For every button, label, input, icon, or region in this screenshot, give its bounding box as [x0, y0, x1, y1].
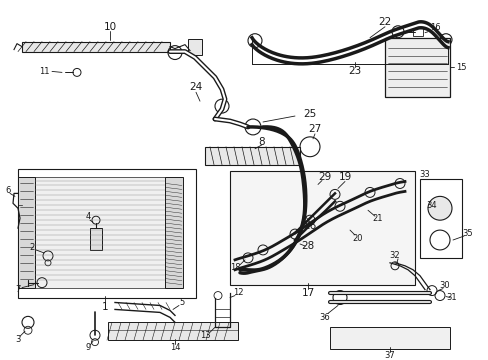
Text: 21: 21 — [372, 214, 383, 223]
Text: 3: 3 — [15, 335, 20, 344]
Bar — [22, 42, 170, 51]
Text: 33: 33 — [419, 170, 429, 179]
Text: 9: 9 — [85, 343, 90, 352]
Bar — [90, 228, 102, 250]
Text: 5: 5 — [179, 298, 184, 307]
Text: 27: 27 — [308, 124, 321, 134]
Bar — [384, 38, 449, 97]
Text: 11: 11 — [40, 67, 50, 76]
Text: 20: 20 — [352, 234, 363, 243]
Text: 35: 35 — [462, 229, 472, 238]
Text: 7: 7 — [15, 285, 20, 294]
Text: 13: 13 — [199, 331, 210, 340]
Text: 17: 17 — [301, 288, 314, 298]
Text: 12: 12 — [232, 288, 243, 297]
Text: 18: 18 — [229, 263, 240, 272]
Text: 8: 8 — [258, 137, 265, 147]
Text: 15: 15 — [455, 63, 466, 72]
Bar — [108, 322, 238, 340]
Text: 31: 31 — [446, 293, 456, 302]
Text: 25: 25 — [303, 109, 316, 119]
Text: 36: 36 — [319, 313, 330, 322]
Text: 37: 37 — [384, 351, 395, 360]
Text: 32: 32 — [389, 251, 400, 260]
Bar — [164, 176, 183, 288]
Text: 26: 26 — [303, 221, 316, 231]
Bar — [204, 147, 299, 165]
Text: 16: 16 — [429, 23, 440, 32]
Text: 14: 14 — [169, 343, 180, 352]
Circle shape — [427, 196, 451, 220]
Text: 29: 29 — [318, 171, 331, 181]
Text: 23: 23 — [347, 66, 361, 76]
Bar — [419, 179, 461, 258]
Text: 1: 1 — [102, 302, 108, 312]
Text: 30: 30 — [439, 281, 449, 290]
Text: 6: 6 — [5, 186, 11, 195]
Text: 28: 28 — [301, 241, 314, 251]
Text: 10: 10 — [103, 22, 116, 32]
Bar — [229, 171, 414, 285]
Bar — [187, 39, 202, 55]
Text: 19: 19 — [338, 171, 351, 181]
Text: 22: 22 — [378, 17, 391, 27]
Text: 24: 24 — [189, 82, 202, 92]
Text: 34: 34 — [426, 201, 436, 210]
Text: 4: 4 — [85, 212, 90, 221]
Bar — [412, 28, 422, 36]
Bar — [35, 176, 164, 288]
Bar — [329, 327, 449, 349]
Bar — [18, 168, 196, 297]
Bar — [18, 176, 35, 288]
Text: 2: 2 — [29, 243, 35, 252]
